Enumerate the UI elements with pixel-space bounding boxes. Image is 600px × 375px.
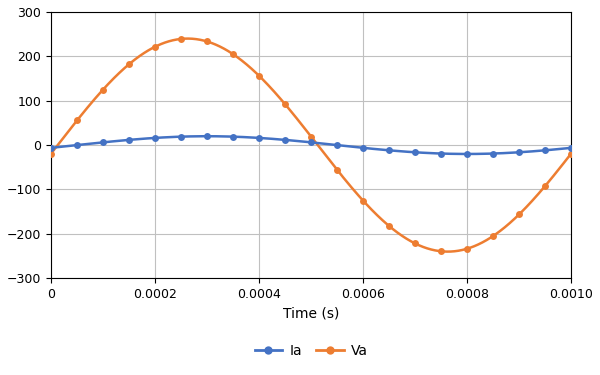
Legend: Ia, Va: Ia, Va (249, 339, 373, 364)
X-axis label: Time (s): Time (s) (283, 306, 339, 321)
